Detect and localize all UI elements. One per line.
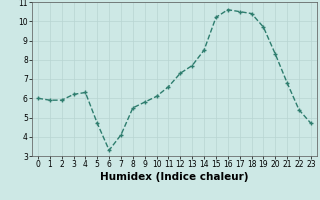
X-axis label: Humidex (Indice chaleur): Humidex (Indice chaleur)	[100, 172, 249, 182]
